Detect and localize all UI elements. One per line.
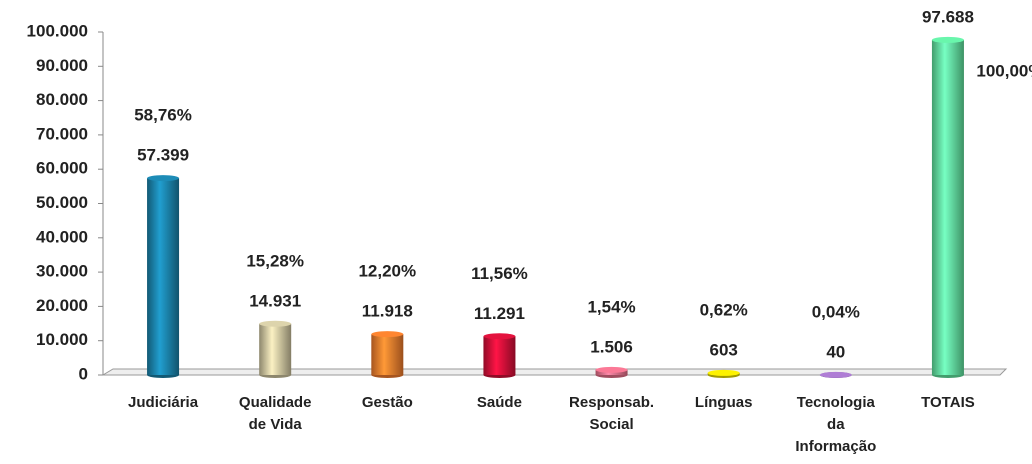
y-tick-label: 0 [79, 364, 88, 383]
bar-top [931, 36, 964, 43]
percentage-label: 12,20% [358, 262, 416, 281]
bar-top [259, 320, 292, 327]
x-tick-label: Gestão [361, 394, 413, 411]
bar-top [707, 369, 740, 376]
y-tick-label: 10.000 [36, 330, 88, 349]
bar-top [819, 371, 852, 378]
y-tick-label: 70.000 [36, 124, 88, 143]
bar-top [371, 331, 404, 338]
bar [259, 323, 292, 375]
percentage-label: 1,54% [587, 297, 635, 316]
y-tick-label: 60.000 [36, 159, 88, 178]
y-tick-label: 20.000 [36, 296, 88, 315]
floor [101, 368, 1008, 376]
percentage-label: 15,28% [246, 251, 304, 270]
x-tick-label: Qualidade de Vida [238, 394, 312, 433]
bar-top [147, 175, 180, 182]
x-tick-label: Saúde [476, 394, 522, 411]
percentage-label: 58,76% [134, 106, 192, 125]
y-tick-label: 50.000 [36, 193, 88, 212]
y-tick-label: 80.000 [36, 90, 88, 109]
y-tick-label: 100.000 [27, 21, 88, 40]
x-tick-label: Judiciária [128, 394, 199, 411]
value-label: 57.399 [137, 146, 189, 165]
x-tick-label: Tecnologia da Informação [795, 394, 877, 455]
x-tick-label: TOTAIS [921, 394, 975, 411]
y-tick-label: 30.000 [36, 262, 88, 281]
percentage-label: 0,62% [700, 300, 748, 319]
bar [147, 178, 180, 375]
bar [371, 334, 404, 375]
bar-top [483, 333, 516, 340]
percentage-label: 0,04% [812, 302, 860, 321]
x-tick-label: Línguas [694, 394, 753, 411]
value-label: 40 [826, 342, 845, 361]
x-tick-label: Responsab. Social [569, 394, 655, 433]
value-label: 97.688 [922, 7, 974, 26]
value-label: 11.918 [362, 302, 413, 321]
value-label: 603 [710, 340, 738, 359]
value-label: 14.931 [249, 291, 301, 310]
percentage-label: 100,00% [976, 61, 1032, 80]
value-label: 11.291 [474, 304, 525, 323]
bar-top [595, 366, 628, 373]
y-tick-label: 40.000 [36, 227, 88, 246]
percentage-label: 11,56% [471, 264, 528, 283]
value-label: 1.506 [590, 337, 633, 356]
bar [931, 39, 964, 375]
bar [483, 336, 516, 375]
y-tick-label: 90.000 [36, 56, 88, 75]
